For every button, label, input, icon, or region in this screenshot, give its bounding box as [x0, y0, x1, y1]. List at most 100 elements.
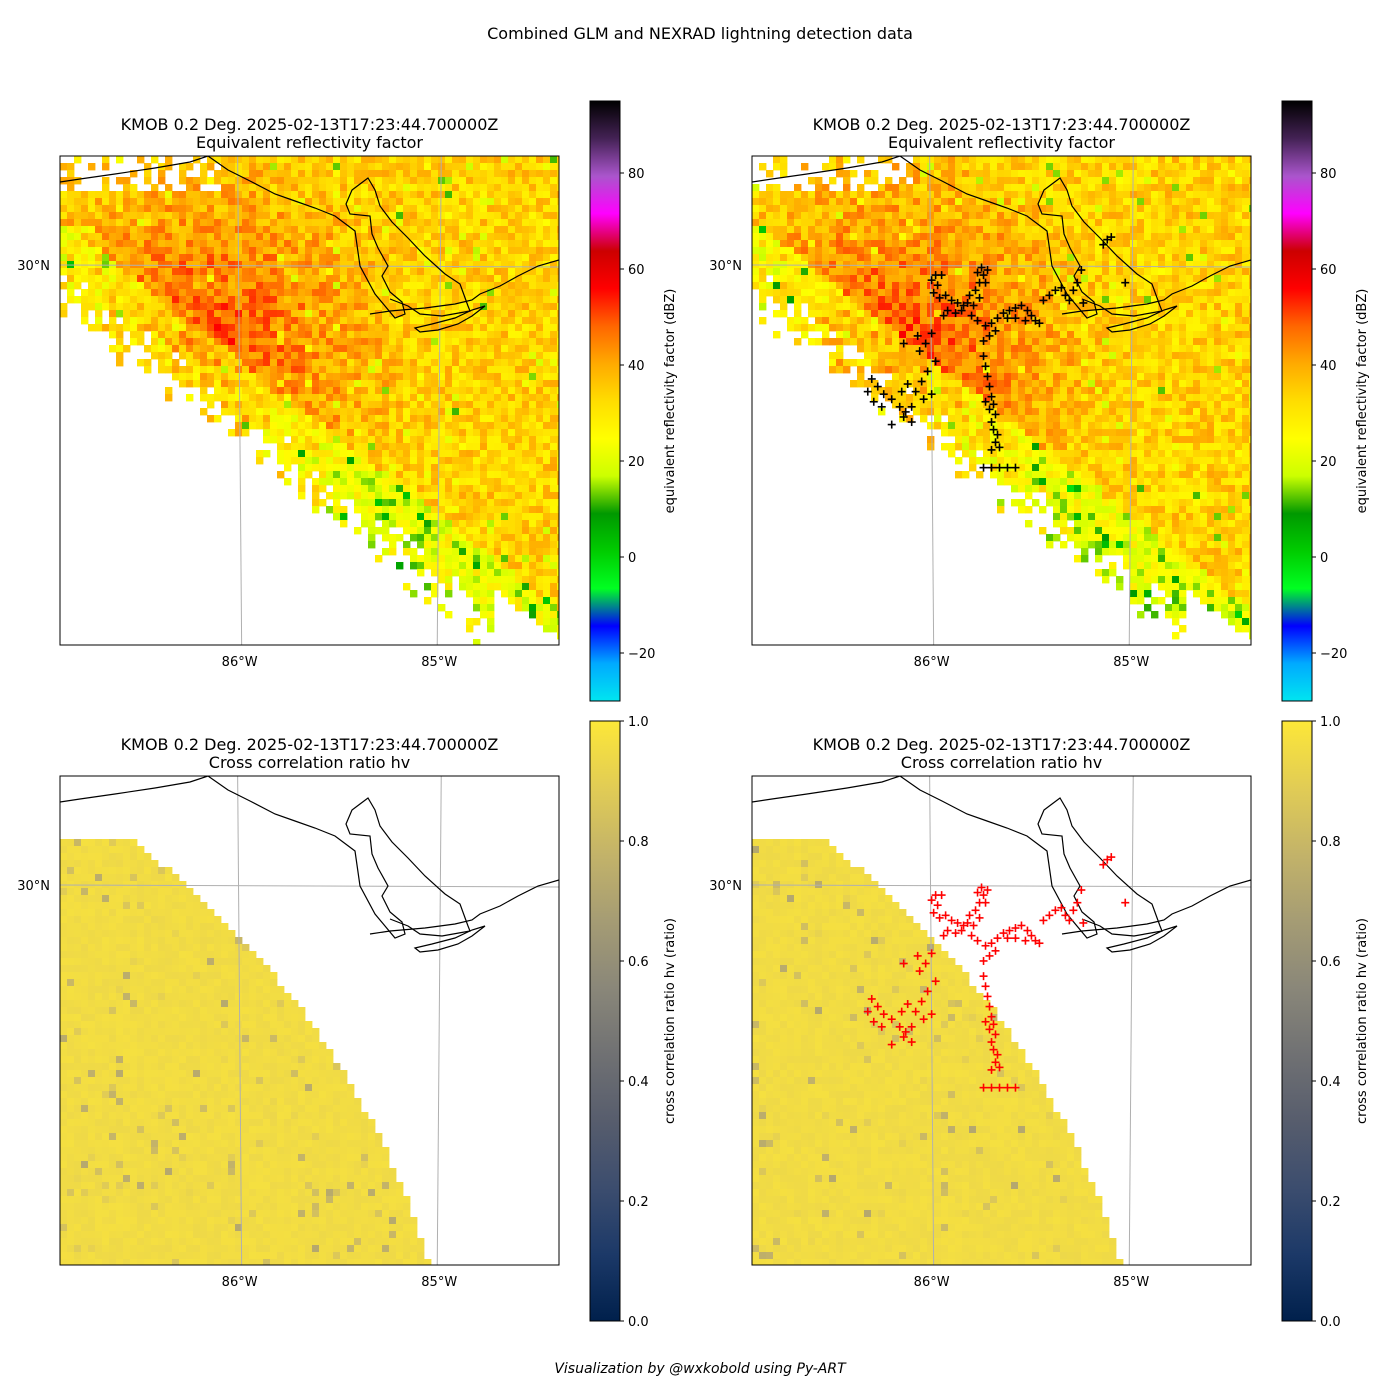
reflectivity-cell — [1032, 296, 1040, 304]
reflectivity-cell — [871, 268, 879, 276]
reflectivity-cell — [487, 394, 495, 402]
reflectivity-cell — [543, 450, 551, 458]
reflectivity-cell — [368, 387, 376, 395]
reflectivity-cell — [864, 261, 872, 269]
reflectivity-cell — [459, 506, 467, 514]
reflectivity-cell — [466, 247, 474, 255]
reflectivity-cell — [480, 499, 488, 507]
reflectivity-cell — [550, 457, 558, 465]
reflectivity-cell — [1116, 170, 1124, 178]
reflectivity-cell — [193, 198, 201, 206]
reflectivity-cell — [1137, 289, 1145, 297]
reflectivity-cell — [445, 401, 453, 409]
reflectivity-cell — [480, 513, 488, 521]
reflectivity-cell — [340, 338, 348, 346]
reflectivity-cell — [752, 233, 760, 241]
reflectivity-cell — [1102, 198, 1110, 206]
reflectivity-cell — [759, 233, 767, 241]
reflectivity-cell — [1039, 282, 1047, 290]
reflectivity-cell — [473, 296, 481, 304]
reflectivity-cell — [1102, 254, 1110, 262]
reflectivity-cell — [773, 268, 781, 276]
reflectivity-cell — [347, 471, 355, 479]
reflectivity-cell — [976, 219, 984, 227]
reflectivity-cell — [1109, 184, 1117, 192]
reflectivity-cell — [780, 198, 788, 206]
reflectivity-cell — [892, 212, 900, 220]
reflectivity-cell — [1193, 205, 1201, 213]
reflectivity-cell — [480, 422, 488, 430]
reflectivity-cell — [529, 590, 537, 598]
reflectivity-cell — [1109, 205, 1117, 213]
reflectivity-cell — [305, 310, 313, 318]
reflectivity-cell — [1242, 240, 1250, 248]
reflectivity-cell — [1060, 184, 1068, 192]
reflectivity-cell — [529, 282, 537, 290]
reflectivity-cell — [284, 380, 292, 388]
reflectivity-cell — [487, 275, 495, 283]
reflectivity-cell — [494, 387, 502, 395]
reflectivity-cell — [284, 156, 292, 164]
reflectivity-cell — [382, 226, 390, 234]
reflectivity-cell — [452, 408, 460, 416]
reflectivity-cell — [1193, 163, 1201, 171]
reflectivity-cell — [382, 310, 390, 318]
reflectivity-cell — [305, 394, 313, 402]
reflectivity-cell — [452, 233, 460, 241]
reflectivity-cell — [473, 233, 481, 241]
reflectivity-cell — [1144, 205, 1152, 213]
reflectivity-cell — [88, 240, 96, 248]
reflectivity-cell — [1060, 282, 1068, 290]
reflectivity-cell — [361, 261, 369, 269]
reflectivity-cell — [228, 268, 236, 276]
reflectivity-cell — [88, 198, 96, 206]
reflectivity-cell — [158, 247, 166, 255]
reflectivity-cell — [1123, 240, 1131, 248]
reflectivity-cell — [1109, 170, 1117, 178]
reflectivity-cell — [291, 233, 299, 241]
reflectivity-cell — [473, 275, 481, 283]
reflectivity-cell — [382, 170, 390, 178]
reflectivity-cell — [850, 170, 858, 178]
reflectivity-cell — [906, 219, 914, 227]
reflectivity-cell — [850, 310, 858, 318]
reflectivity-cell — [438, 485, 446, 493]
reflectivity-cell — [158, 289, 166, 297]
reflectivity-cell — [969, 282, 977, 290]
reflectivity-cell — [109, 296, 117, 304]
reflectivity-cell — [878, 219, 886, 227]
reflectivity-cell — [130, 268, 138, 276]
reflectivity-cell — [452, 457, 460, 465]
reflectivity-cell — [843, 261, 851, 269]
reflectivity-cell — [179, 205, 187, 213]
reflectivity-cell — [165, 366, 173, 374]
reflectivity-cell — [1025, 163, 1033, 171]
reflectivity-cell — [242, 184, 250, 192]
reflectivity-cell — [291, 205, 299, 213]
reflectivity-cell — [242, 387, 250, 395]
reflectivity-cell — [382, 338, 390, 346]
reflectivity-cell — [116, 212, 124, 220]
reflectivity-cell — [543, 443, 551, 451]
reflectivity-cell — [410, 492, 418, 500]
reflectivity-cell — [1228, 254, 1236, 262]
reflectivity-cell — [1158, 163, 1166, 171]
reflectivity-cell — [193, 373, 201, 381]
reflectivity-cell — [501, 247, 509, 255]
reflectivity-cell — [501, 352, 509, 360]
reflectivity-cell — [515, 408, 523, 416]
reflectivity-cell — [151, 324, 159, 332]
reflectivity-cell — [361, 492, 369, 500]
reflectivity-cell — [165, 233, 173, 241]
reflectivity-cell — [305, 198, 313, 206]
reflectivity-cell — [752, 205, 760, 213]
reflectivity-cell — [354, 471, 362, 479]
reflectivity-cell — [536, 289, 544, 297]
reflectivity-cell — [361, 247, 369, 255]
reflectivity-cell — [410, 184, 418, 192]
reflectivity-cell — [291, 310, 299, 318]
reflectivity-cell — [969, 219, 977, 227]
reflectivity-cell — [74, 233, 82, 241]
reflectivity-cell — [60, 254, 68, 262]
reflectivity-cell — [445, 492, 453, 500]
